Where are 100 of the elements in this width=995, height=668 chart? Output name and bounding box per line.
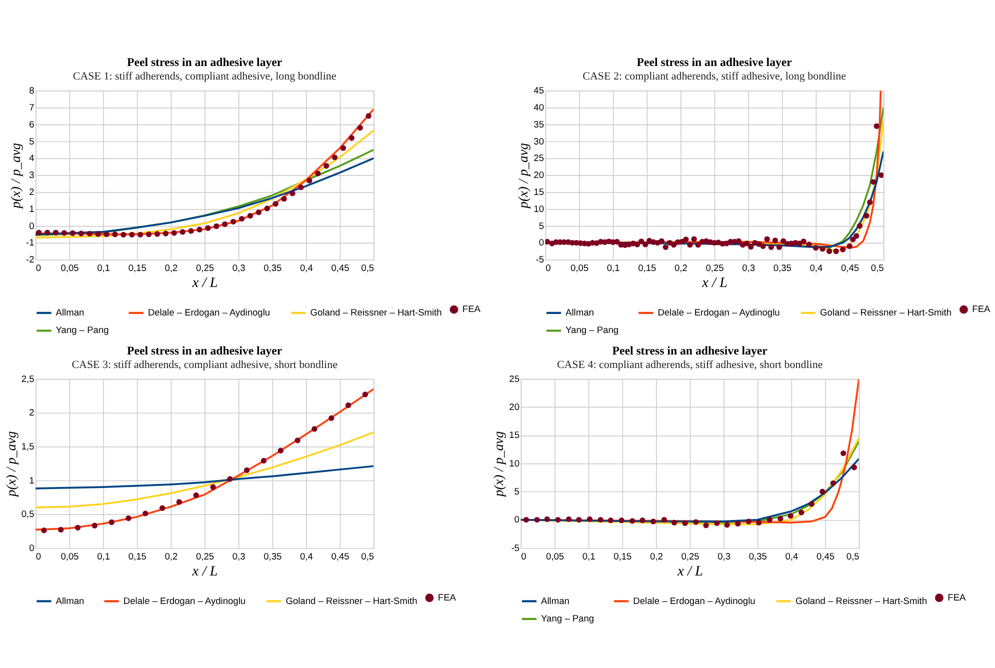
y-tick-label: 7 xyxy=(29,102,34,112)
point xyxy=(357,124,363,131)
x-tick-label: 0,2 xyxy=(164,551,178,562)
point xyxy=(598,516,604,523)
point xyxy=(230,218,236,224)
x-tick-label: 0,5 xyxy=(361,263,374,274)
point xyxy=(227,476,233,482)
point xyxy=(142,510,148,516)
point xyxy=(129,232,135,238)
point xyxy=(735,520,741,527)
point xyxy=(778,516,784,522)
point xyxy=(159,505,166,511)
x-tick-label: 0,1 xyxy=(97,263,110,274)
x-tick-label: 0 xyxy=(521,551,526,562)
legend-label: Allman xyxy=(541,596,570,606)
x-tick-label: 0,25 xyxy=(196,551,214,562)
point xyxy=(238,216,245,222)
point xyxy=(323,163,330,169)
legend-label: Goland – Reissner – Hart-Smith xyxy=(820,307,952,318)
legend-label: Yang – Pang xyxy=(566,325,619,336)
point xyxy=(264,206,270,212)
y-tick-label: 30 xyxy=(534,136,544,146)
point xyxy=(555,516,561,523)
point xyxy=(256,210,262,216)
point xyxy=(108,519,114,526)
x-tick-label: 0,5 xyxy=(361,551,374,562)
point xyxy=(70,230,76,236)
y-tick-label: 10 xyxy=(534,204,544,214)
x-tick-label: 0,4 xyxy=(810,263,823,274)
chart-subtitle: CASE 2: compliant adherends, stiff adhesive, long bondline xyxy=(582,70,846,83)
point xyxy=(315,170,321,176)
point xyxy=(332,154,338,160)
line-series xyxy=(36,388,374,531)
x-axis-title: x / L xyxy=(676,563,704,580)
point xyxy=(798,510,804,516)
y-tick-label: 5 xyxy=(514,486,520,497)
x-tick-label: 0,3 xyxy=(742,263,756,274)
y-tick-label: 0 xyxy=(29,542,34,553)
legend-label: FEA xyxy=(972,304,992,314)
legend-label: Goland – Reissner – Hart-Smith xyxy=(286,596,418,606)
chart-title: Peel stress in an adhesive layer xyxy=(126,55,282,70)
y-tick-label: 2 xyxy=(29,408,34,418)
x-tick-label: 0,45 xyxy=(840,263,860,274)
point xyxy=(171,230,177,236)
point xyxy=(830,480,836,486)
line-series xyxy=(36,431,374,508)
point xyxy=(78,230,84,236)
x-tick-label: 0,45 xyxy=(331,551,350,562)
point xyxy=(52,230,59,236)
line-series xyxy=(36,129,374,239)
y-tick-label: 0 xyxy=(514,514,520,525)
point xyxy=(693,519,699,525)
x-tick-label: 0,25 xyxy=(681,551,700,562)
x-tick-label: 0,4 xyxy=(785,551,798,562)
point xyxy=(345,402,352,408)
y-tick-label: 1 xyxy=(29,475,34,486)
x-tick-label: 0,35 xyxy=(264,551,282,562)
point xyxy=(74,524,81,530)
point xyxy=(671,520,678,526)
point xyxy=(746,518,752,524)
point xyxy=(544,516,550,522)
y-tick-label: 4 xyxy=(29,153,34,164)
point xyxy=(290,190,296,196)
point xyxy=(86,230,92,236)
point xyxy=(180,229,186,235)
y-tick-label: 15 xyxy=(534,187,544,198)
y-tick-label: 25 xyxy=(509,374,520,384)
point xyxy=(724,522,730,528)
point xyxy=(788,513,794,519)
y-tick-label: 2 xyxy=(29,187,34,198)
y-tick-label: 0,5 xyxy=(21,509,34,520)
chart-subtitle: CASE 1: stiff adherends, compliant adhesive, long bondline xyxy=(72,70,336,83)
point xyxy=(162,230,169,236)
point xyxy=(851,464,857,470)
x-tick-label: 0,4 xyxy=(300,551,313,562)
legend-label: Delale – Erdogan – Aydinoglu xyxy=(148,307,270,318)
chart-subtitle: CASE 3: stiff adherends, compliant adhesive, short bondline xyxy=(72,358,338,371)
legend-label: Delale – Erdogan – Aydinoglu xyxy=(633,596,756,606)
legend-label: Delale – Erdogan – Aydinoglu xyxy=(658,307,780,318)
legend-label: Yang – Pang xyxy=(56,325,109,336)
point xyxy=(714,520,720,526)
y-axis-title: p(x) / p_avg xyxy=(491,430,506,498)
y-tick-label: 20 xyxy=(534,170,544,180)
x-tick-label: 0,1 xyxy=(582,551,596,562)
point xyxy=(58,526,64,533)
point xyxy=(176,499,182,505)
y-tick-label: 2,5 xyxy=(21,374,34,384)
y-tick-label: 45 xyxy=(534,86,544,96)
point xyxy=(126,515,132,522)
legend-label: Allman xyxy=(56,307,84,318)
y-tick-label: 20 xyxy=(509,402,520,412)
y-tick-label: 0 xyxy=(29,220,34,231)
legend-label: Allman xyxy=(566,307,594,318)
x-tick-label: 0,3 xyxy=(232,263,246,274)
point xyxy=(137,232,144,238)
point xyxy=(193,492,199,498)
x-tick-label: 0,05 xyxy=(546,551,564,562)
point xyxy=(366,113,372,119)
x-tick-label: 0,3 xyxy=(232,551,246,562)
point xyxy=(214,223,220,230)
